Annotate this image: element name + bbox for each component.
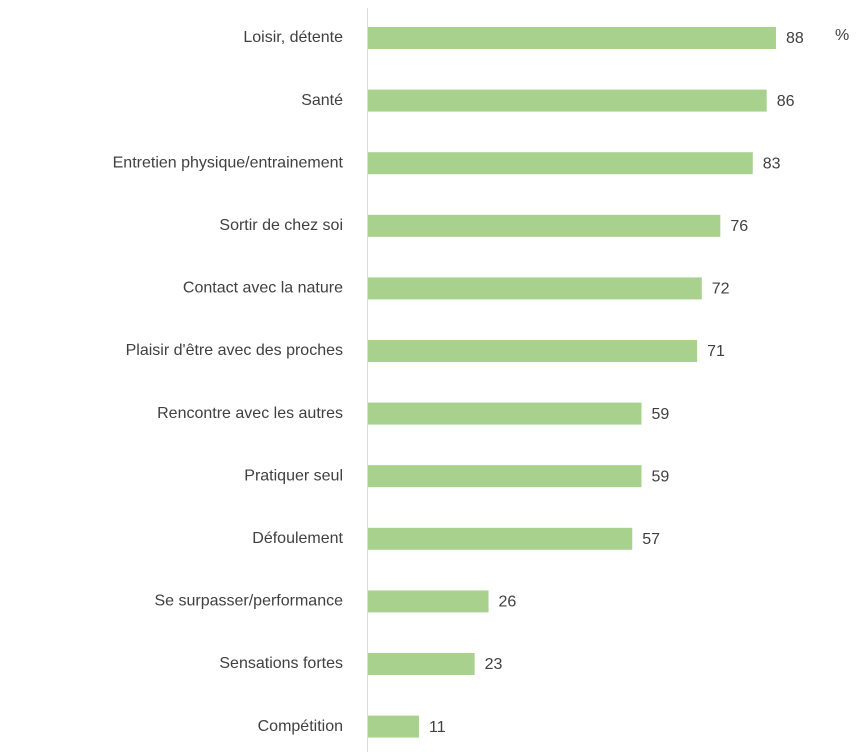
category-label: Pratiquer seul [244, 467, 343, 484]
bar [368, 340, 698, 362]
category-label: Se surpasser/performance [154, 593, 343, 610]
bar [368, 402, 642, 425]
value-label: 11 [429, 719, 446, 736]
category-label: Contact avec la nature [183, 280, 343, 297]
bar [368, 465, 642, 488]
category-label: Santé [301, 92, 343, 109]
value-label: 88 [786, 30, 804, 47]
bar [368, 715, 419, 738]
category-label: Rencontre avec les autres [157, 405, 343, 422]
value-label: 86 [777, 93, 795, 110]
unit-label: % [835, 27, 849, 44]
value-label: 76 [730, 218, 748, 235]
bar [368, 653, 475, 675]
category-label: Loisir, détente [243, 29, 343, 46]
value-label: 59 [652, 406, 670, 423]
value-label: 26 [499, 594, 517, 611]
bar [368, 152, 753, 175]
category-label: Entretien physique/entrainement [113, 154, 344, 171]
bar [368, 277, 702, 300]
category-label: Compétition [258, 718, 343, 735]
bar [368, 214, 721, 237]
value-label: 59 [652, 468, 670, 485]
value-label: 72 [712, 281, 730, 298]
bar [368, 27, 776, 49]
bar [368, 527, 633, 550]
value-label: 71 [707, 343, 725, 360]
value-label: 57 [642, 531, 660, 548]
value-label: 23 [485, 656, 503, 673]
bar [368, 590, 489, 613]
category-label: Sortir de chez soi [219, 217, 343, 234]
category-label: Plaisir d'être avec des proches [126, 342, 343, 359]
bar [368, 89, 767, 112]
category-label: Défoulement [252, 530, 343, 547]
category-label: Sensations fortes [219, 655, 343, 672]
value-label: 83 [763, 155, 781, 172]
